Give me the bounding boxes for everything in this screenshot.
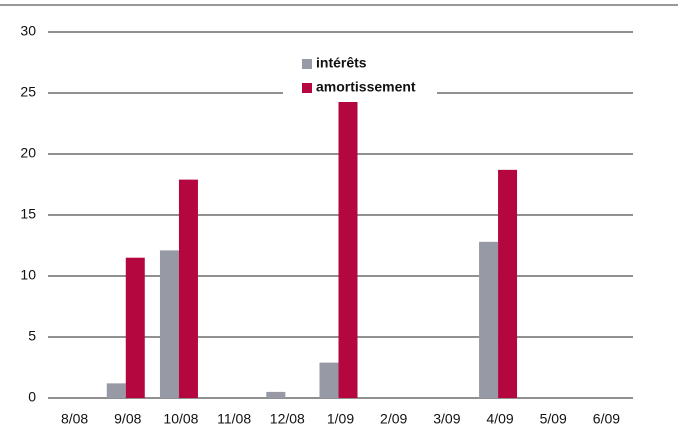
y-tick-label: 5 <box>28 328 36 344</box>
bar <box>159 250 179 398</box>
x-tick-label: 4/09 <box>486 411 513 427</box>
x-tick-label: 9/08 <box>114 411 141 427</box>
y-tick-label: 20 <box>20 145 36 161</box>
bar <box>319 362 339 398</box>
y-tick-label: 30 <box>20 23 36 39</box>
x-tick-label: 1/09 <box>327 411 354 427</box>
x-tick-label: 12/08 <box>270 411 305 427</box>
legend-swatch <box>302 59 312 69</box>
x-tick-label: 3/09 <box>433 411 460 427</box>
legend-label: intérêts <box>316 55 367 71</box>
bar <box>106 383 126 398</box>
legend: intérêts amortissement <box>283 50 437 102</box>
y-tick-label: 15 <box>20 206 36 222</box>
y-tick-label: 25 <box>20 84 36 100</box>
x-tick-label: 10/08 <box>163 411 198 427</box>
bars <box>106 101 518 398</box>
y-tick-label: 0 <box>28 389 36 405</box>
x-tick-label: 2/09 <box>380 411 407 427</box>
legend-swatch <box>302 83 312 93</box>
legend-label: amortissement <box>316 79 416 95</box>
bar <box>178 179 198 398</box>
legend-background <box>283 50 437 102</box>
x-tick-label: 11/08 <box>217 411 251 427</box>
x-tick-label: 5/09 <box>540 411 567 427</box>
bar <box>498 169 518 398</box>
x-tick-label: 8/08 <box>61 411 88 427</box>
bar <box>338 101 358 398</box>
y-tick-label: 10 <box>20 267 36 283</box>
x-tick-label: 6/09 <box>593 411 620 427</box>
bar <box>479 241 499 398</box>
bar <box>125 257 145 398</box>
bar <box>266 391 286 398</box>
